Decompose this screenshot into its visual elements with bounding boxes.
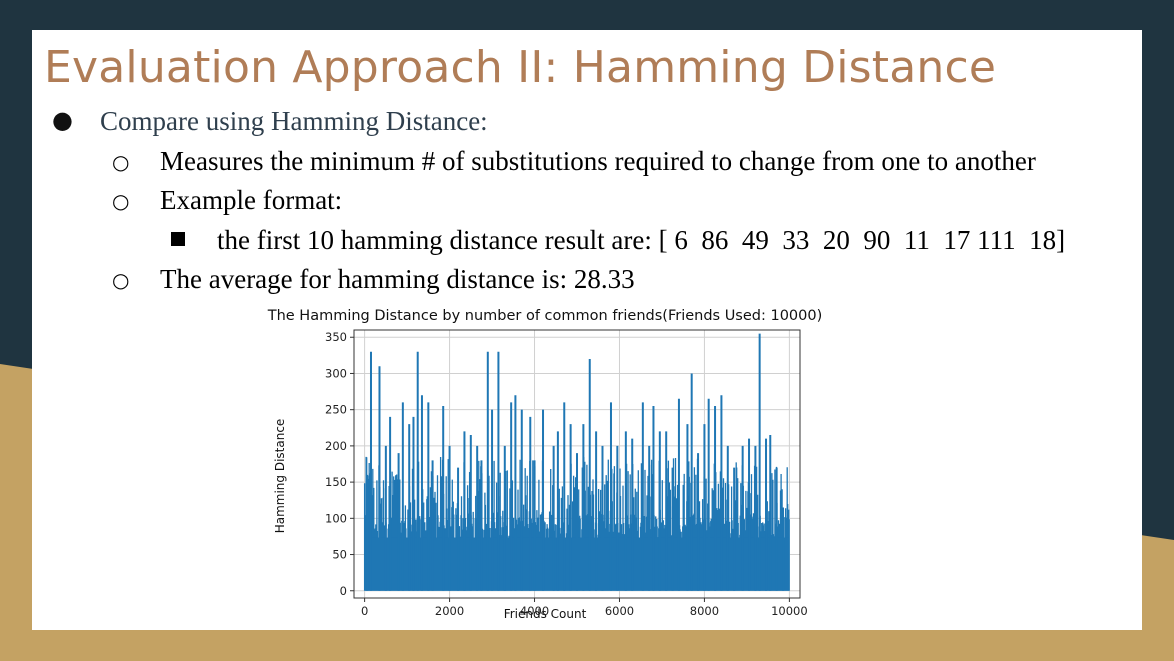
x-tick-label: 0: [361, 604, 368, 618]
plot-frame: [353, 329, 801, 599]
sub-bullet-example: ○ Example format:: [112, 185, 343, 216]
chart-title: The Hamming Distance by number of common…: [267, 308, 823, 324]
slide-title: Evaluation Approach II: Hamming Distance: [44, 42, 997, 93]
chart-series: [363, 333, 790, 591]
y-tick-label: 50: [332, 548, 347, 562]
x-tick-label: 4000: [520, 604, 549, 618]
sub-bullet-average-text: The average for hamming distance is: 28.…: [160, 264, 635, 294]
bullet-compare-text: Compare using Hamming Distance:: [100, 106, 488, 136]
square-bullet-icon: [171, 232, 185, 246]
sub-bullet-example-text: Example format:: [160, 185, 343, 215]
bullet-compare: ● Compare using Hamming Distance:: [52, 106, 488, 137]
x-axis-ticks: 0 2000 4000 6000 8000 10000: [361, 598, 808, 618]
y-tick-label: 350: [325, 330, 347, 344]
x-tick-label: 8000: [690, 604, 719, 618]
sub-bullet-average: ○ The average for hamming distance is: 2…: [112, 264, 635, 295]
x-tick-label: 6000: [605, 604, 634, 618]
x-tick-label: 10000: [771, 604, 808, 618]
chart-xlabel: Friends Count: [504, 607, 587, 621]
x-tick-label: 2000: [435, 604, 464, 618]
sub-sub-bullet-results-text: the first 10 hamming distance result are…: [217, 225, 1066, 255]
sub-sub-bullet-results: the first 10 hamming distance result are…: [171, 225, 1066, 256]
y-tick-label: 150: [325, 475, 347, 489]
hollow-circle-icon: ○: [112, 150, 130, 174]
y-axis-ticks: 0 50 100 150 200 250 300 350: [325, 330, 354, 598]
bullet-dot-icon: ●: [52, 106, 73, 134]
y-tick-label: 300: [325, 366, 347, 380]
y-tick-label: 100: [325, 511, 347, 525]
y-tick-label: 250: [325, 403, 347, 417]
sub-bullet-measures-text: Measures the minimum # of substitutions …: [160, 146, 1036, 176]
sub-bullet-measures: ○ Measures the minimum # of substitution…: [112, 146, 1036, 177]
y-tick-label: 200: [325, 439, 347, 453]
slide-canvas: Evaluation Approach II: Hamming Distance…: [32, 30, 1142, 630]
hamming-distance-chart: The Hamming Distance by number of common…: [267, 308, 823, 621]
hollow-circle-icon: ○: [112, 189, 130, 213]
hollow-circle-icon: ○: [112, 268, 130, 292]
y-tick-label: 0: [340, 584, 347, 598]
chart-ylabel: Hamming Distance: [273, 419, 287, 534]
